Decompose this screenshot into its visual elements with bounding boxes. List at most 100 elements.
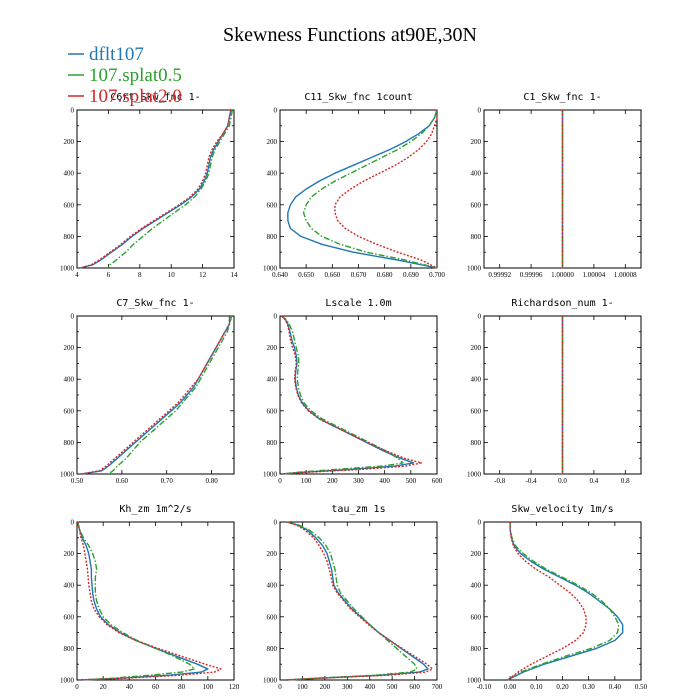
panel-skw-velocity: Skw_velocity 1m/s 0 200 400 600 800 1000-0.10 0… [467,504,648,691]
panel-c11-skw-fnc: C11_Skw_fnc 1count 0 200 400 600 800 10000.640… [263,92,445,279]
y-tick-label: 200 [64,344,75,352]
panel-richardson-num: Richardson_num 1- 0 200 400 600 800 1000 -0.8 -0… [467,298,642,485]
series-line-dflt107 [76,521,209,681]
y-tick-label: 200 [267,138,278,146]
x-tick-label: 200 [320,683,331,691]
y-tick-label: 0 [274,313,278,321]
panel-title: Skw_velocity 1m/s [511,504,613,515]
x-tick-label: 0.40 [609,683,622,691]
series-line-107-splat2-0 [286,521,434,681]
panel-c1-skw-fnc: C1_Skw_fnc 1- 0 200 400 600 800 1000 0.99992 0.9… [467,92,642,279]
y-tick-label: 800 [64,439,75,447]
y-tick-label: 200 [471,138,482,146]
x-tick-label: 1.00004 [583,271,606,279]
panel-title: tau_zm 1s [331,504,385,515]
y-tick-label: 400 [267,170,278,178]
y-tick-label: 1000 [263,265,278,273]
y-tick-label: 0 [478,107,482,115]
y-tick-label: 200 [267,344,278,352]
x-tick-label: 0.690 [403,271,419,279]
series-line-107-splat2-0 [81,316,231,475]
y-tick-label: 400 [64,582,75,590]
x-tick-label: 0 [278,683,282,691]
series-line-dflt107 [507,522,624,681]
x-tick-label: 0.680 [377,271,393,279]
y-tick-label: 600 [267,407,278,415]
x-tick-label: 0 [75,683,79,691]
y-tick-label: 800 [267,645,278,653]
y-tick-label: 600 [471,613,482,621]
plot-frame [76,315,235,475]
series-line-107-splat2-0 [507,522,587,681]
x-tick-label: 0.50 [635,683,648,691]
x-tick-label: -0.8 [494,477,506,485]
x-tick-label: 500 [387,683,398,691]
x-tick-label: 0.650 [298,271,314,279]
y-tick-label: 1000 [263,471,278,479]
y-tick-label: 0 [71,519,75,527]
x-tick-label: 300 [342,683,353,691]
x-tick-label: 0.30 [583,683,596,691]
x-tick-label: 40 [126,683,134,691]
y-tick-label: 800 [471,645,482,653]
x-tick-label: 0.670 [351,271,367,279]
panel-title: C7_Skw_fnc 1- [116,298,194,309]
x-tick-label: -0.10 [477,683,492,691]
y-tick-label: 600 [267,613,278,621]
panel-title: C1_Skw_fnc 1- [523,92,601,103]
plot-frame [483,521,642,681]
x-tick-label: 10 [168,271,176,279]
y-tick-label: 400 [267,376,278,384]
x-tick-label: 0.50 [71,477,84,485]
panel-title: C11_Skw_fnc 1count [304,92,412,103]
x-tick-label: 600 [432,477,443,485]
x-tick-label: 0 [278,477,282,485]
x-tick-label: -0.4 [526,477,538,485]
legend-label-dflt107: dflt107 [89,44,144,65]
x-tick-label: 0.640 [272,271,288,279]
y-tick-label: 600 [64,407,75,415]
x-tick-label: 300 [353,477,364,485]
y-tick-label: 1000 [60,677,75,685]
x-tick-label: 8 [138,271,142,279]
series-line-107-splat0-5 [302,109,438,269]
x-tick-label: 6 [107,271,111,279]
x-tick-label: 0.70 [161,477,174,485]
x-tick-label: 0.00 [504,683,517,691]
y-tick-label: 1000 [467,265,482,273]
x-tick-label: 12 [199,271,207,279]
y-tick-label: 400 [64,376,75,384]
y-tick-label: 0 [478,313,482,321]
x-tick-label: 0.99992 [488,271,511,279]
x-tick-label: 0.700 [429,271,445,279]
x-tick-label: 100 [301,477,312,485]
legend-label-splat2.0: 107.splat2.0 [89,86,182,107]
y-tick-label: 1000 [60,471,75,479]
panel-title: Kh_zm 1m^2/s [119,504,191,515]
y-tick-label: 600 [471,407,482,415]
figure-title: Skewness Functions at90E,30N [223,24,477,46]
x-tick-label: 700 [432,683,443,691]
y-tick-label: 0 [274,107,278,115]
y-tick-label: 1000 [60,265,75,273]
series-line-107-splat2-0 [79,109,232,269]
x-tick-label: 20 [100,683,108,691]
series-line-dflt107 [81,316,231,475]
y-tick-label: 800 [64,233,75,241]
series-line-107-splat0-5 [76,521,196,681]
y-tick-label: 0 [71,107,75,115]
series-line-107-splat2-0 [280,315,422,475]
y-tick-label: 400 [471,582,482,590]
series-line-107-splat2-0 [76,521,222,681]
y-tick-label: 200 [64,138,75,146]
plot-frame [279,315,438,475]
series-line-dflt107 [79,109,232,269]
y-tick-label: 1000 [467,677,482,685]
panel-title: Lscale 1.0m [325,298,391,309]
y-tick-label: 400 [471,170,482,178]
x-tick-label: 80 [178,683,186,691]
